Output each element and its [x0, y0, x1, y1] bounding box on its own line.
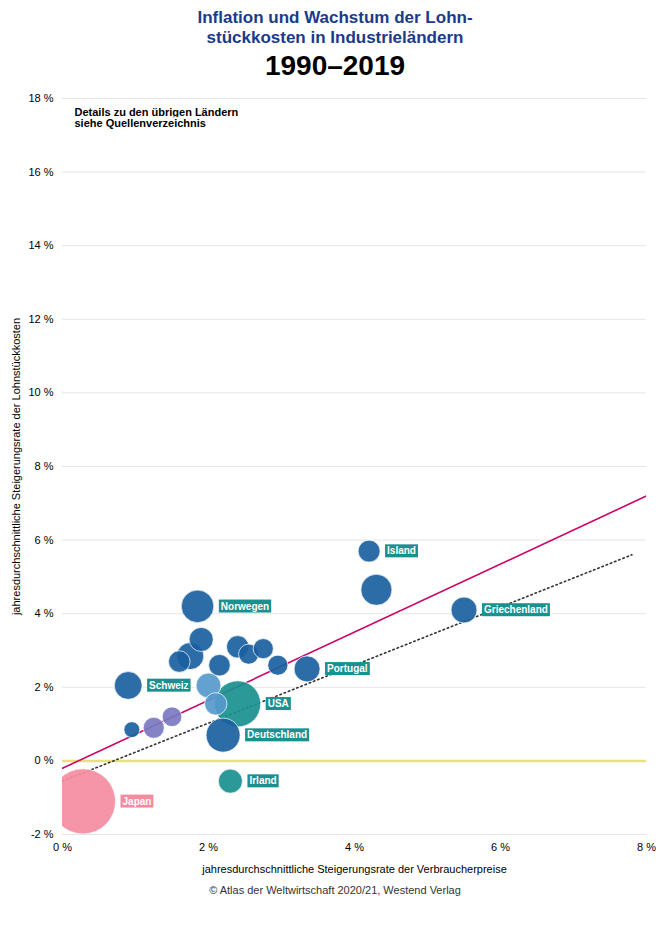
svg-text:Schweiz: Schweiz [149, 680, 188, 691]
svg-text:6 %: 6 % [491, 842, 510, 854]
svg-text:Portugal: Portugal [327, 663, 368, 674]
svg-text:jahresdurchschnittliche Steige: jahresdurchschnittliche Steigerungsrate … [10, 318, 22, 616]
svg-text:2 %: 2 % [199, 842, 218, 854]
svg-text:0 %: 0 % [53, 842, 72, 854]
svg-text:4 %: 4 % [35, 608, 54, 620]
svg-text:14 %: 14 % [28, 240, 53, 252]
svg-text:6 %: 6 % [35, 534, 54, 546]
svg-text:12 %: 12 % [28, 313, 53, 325]
html-text:Inflation und Wachstum der Loh: Inflation und Wachstum der Lohn- stückko… [197, 8, 473, 48]
svg-text:USA: USA [268, 698, 289, 709]
html-text:1990–2019: 1990–2019 [264, 49, 406, 81]
svg-text:-2 %: -2 % [31, 828, 54, 840]
svg-text:4 %: 4 % [345, 842, 364, 854]
svg-text:Norwegen: Norwegen [221, 601, 269, 612]
svg-text:8 %: 8 % [637, 842, 656, 854]
svg-text:0 %: 0 % [35, 755, 54, 767]
svg-text:jahresdurchschnittliche Steige: jahresdurchschnittliche Steigerungsrate … [201, 863, 507, 875]
svg-text:18 %: 18 % [28, 92, 53, 104]
svg-text:Island: Island [387, 546, 416, 557]
svg-text:Japan: Japan [123, 796, 152, 807]
svg-text:Griechenland: Griechenland [484, 605, 548, 616]
html-text:© Atlas der Weltwirtschaft 202: © Atlas der Weltwirtschaft 2020/21, West… [209, 884, 461, 897]
svg-text:8 %: 8 % [35, 460, 54, 472]
svg-text:Deutschland: Deutschland [247, 730, 307, 741]
svg-text:Irland: Irland [249, 776, 276, 787]
svg-text:10 %: 10 % [28, 387, 53, 399]
svg-text:16 %: 16 % [28, 166, 53, 178]
svg-text:Details zu den übrigen Ländern: Details zu den übrigen Ländernsiehe Quel… [75, 107, 239, 130]
svg-text:2 %: 2 % [35, 681, 54, 693]
